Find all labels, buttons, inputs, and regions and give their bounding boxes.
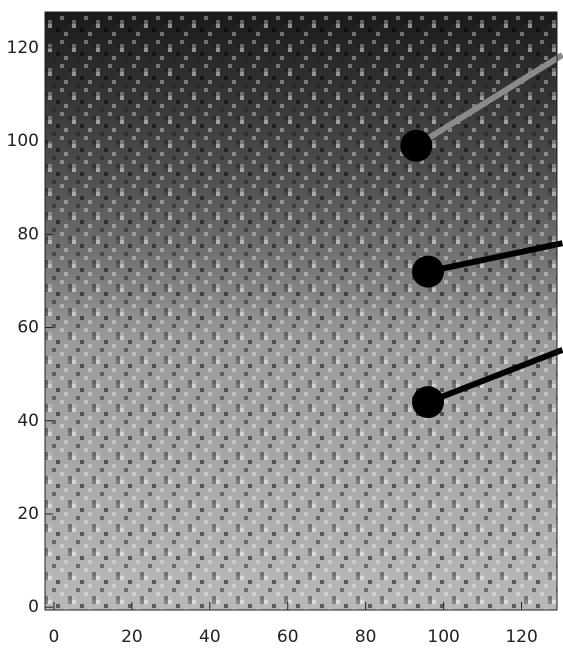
direction-line [427, 240, 563, 275]
marker [412, 255, 445, 288]
direction-line [414, 52, 563, 149]
y-tick-label: 60 [17, 318, 39, 338]
x-tick-label: 60 [277, 627, 299, 647]
x-tick-label: 120 [505, 627, 537, 647]
x-tick-label: 0 [49, 627, 60, 647]
y-tick-label: 20 [17, 504, 39, 524]
frame [44, 11, 558, 611]
y-tick-label: 100 [7, 131, 39, 151]
y-tick-label: 120 [7, 38, 39, 58]
y-tick-label: 40 [17, 411, 39, 431]
x-tick-label: 80 [355, 627, 377, 647]
x-tick-label: 100 [427, 627, 459, 647]
image-texture [45, 12, 557, 610]
y-tick-label: 80 [17, 224, 39, 244]
y-tick-label: 0 [28, 597, 39, 617]
direction-line [426, 347, 563, 405]
marker [412, 386, 445, 419]
x-tick-label: 20 [121, 627, 143, 647]
marker [400, 129, 433, 162]
x-tick-label: 40 [199, 627, 221, 647]
